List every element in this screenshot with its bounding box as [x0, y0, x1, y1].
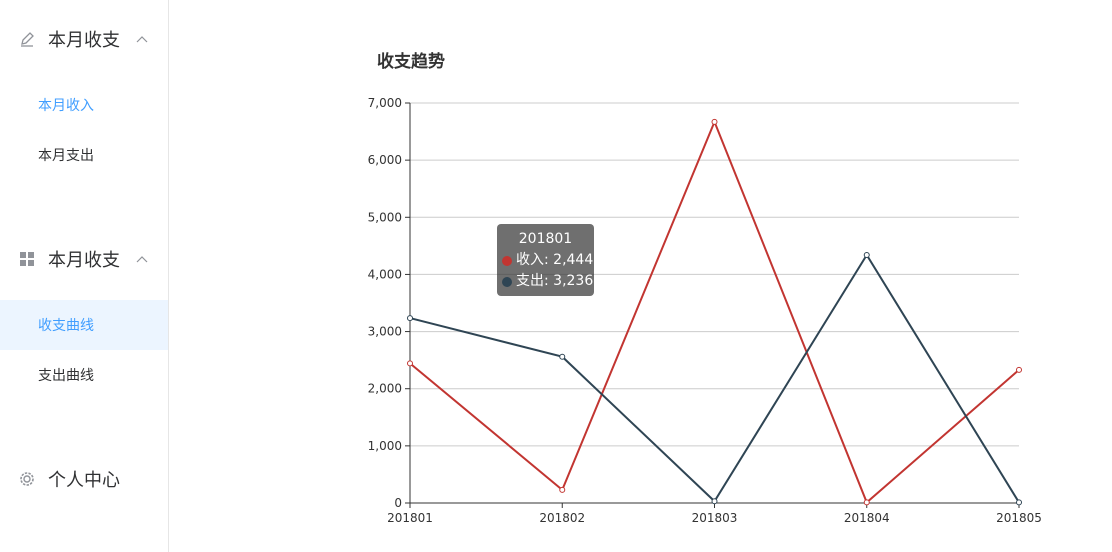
- menu-item-expense-curve[interactable]: 支出曲线: [0, 350, 168, 400]
- submenu-title-label: 本月收支: [48, 250, 120, 271]
- data-point-expense: [559, 353, 566, 360]
- data-point-expense: [1016, 499, 1022, 506]
- series-dot-icon: [502, 276, 512, 287]
- menu-item-month-income[interactable]: 本月收入: [0, 80, 168, 130]
- menu-item-label: 本月收入: [38, 98, 94, 114]
- data-point-expense: [863, 252, 870, 258]
- chart-tooltip: 201801 收入: 2,444 支出: 3,236: [497, 224, 594, 296]
- menu-item-income-expense-curve[interactable]: 收支曲线: [0, 300, 168, 350]
- submenu-income-expense[interactable]: 本月收支: [0, 11, 168, 67]
- grid-icon: [20, 252, 34, 266]
- chart-title: 收支趋势: [377, 52, 445, 72]
- y-tick-label: 3,000: [368, 325, 402, 339]
- data-point-income: [863, 499, 870, 506]
- submenu-personal-center[interactable]: 个人中心: [0, 451, 168, 507]
- y-tick-label: 6,000: [368, 153, 402, 167]
- y-tick-label: 7,000: [368, 96, 402, 110]
- chevron-up-icon: [136, 36, 148, 43]
- series-dot-icon: [502, 255, 512, 266]
- data-point-expense: [711, 498, 718, 505]
- y-tick-label: 5,000: [368, 210, 402, 224]
- y-tick-label: 4,000: [368, 267, 402, 281]
- submenu-title-label: 个人中心: [48, 470, 120, 491]
- menu-item-label: 本月支出: [38, 148, 94, 164]
- x-tick-label: 201804: [844, 511, 890, 525]
- data-point-income: [711, 118, 718, 125]
- sidebar: 本月收支 本月收入 本月支出 本月收支 收支曲线 支出曲线 个人中心: [0, 0, 169, 552]
- submenu-title-label: 本月收支: [48, 30, 120, 51]
- gear-icon: [20, 472, 34, 486]
- pencil-icon: [21, 32, 34, 47]
- menu-item-month-expense[interactable]: 本月支出: [0, 130, 168, 180]
- chevron-up-icon: [136, 256, 148, 263]
- tooltip-title: 201801: [518, 231, 573, 247]
- y-tick-label: 2,000: [368, 382, 402, 396]
- y-tick-label: 1,000: [368, 439, 402, 453]
- data-point-expense: [407, 315, 413, 322]
- menu-item-label: 收支曲线: [38, 318, 94, 334]
- data-point-income: [559, 486, 566, 493]
- tooltip-row-label: 支出: 3,236: [516, 273, 594, 289]
- x-tick-label: 201803: [692, 511, 738, 525]
- tooltip-row-income: 收入: 2,444: [502, 250, 594, 271]
- tooltip-row-label: 收入: 2,444: [516, 252, 594, 268]
- data-point-income: [1016, 366, 1022, 373]
- data-point-income: [407, 360, 413, 367]
- x-tick-label: 201802: [539, 511, 585, 525]
- menu-item-label: 支出曲线: [38, 368, 94, 384]
- x-tick-label: 201801: [387, 511, 433, 525]
- x-tick-label: 201805: [996, 511, 1042, 525]
- y-tick-label: 0: [394, 496, 402, 510]
- tooltip-row-expense: 支出: 3,236: [502, 271, 594, 292]
- submenu-charts[interactable]: 本月收支: [0, 231, 168, 287]
- series-line-income: [409, 119, 1020, 505]
